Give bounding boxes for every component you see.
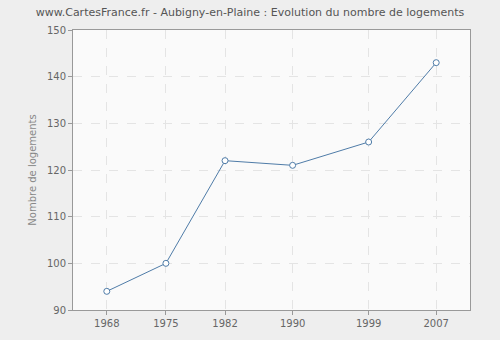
svg-text:150: 150 xyxy=(47,25,66,36)
svg-text:1982: 1982 xyxy=(212,318,237,329)
svg-text:1968: 1968 xyxy=(94,318,119,329)
svg-text:100: 100 xyxy=(47,258,66,269)
svg-text:www.CartesFrance.fr - Aubigny-: www.CartesFrance.fr - Aubigny-en-Plaine … xyxy=(36,6,465,19)
svg-text:120: 120 xyxy=(47,165,66,176)
svg-text:110: 110 xyxy=(47,211,66,222)
svg-text:130: 130 xyxy=(47,118,66,129)
svg-text:1975: 1975 xyxy=(153,318,178,329)
svg-text:1999: 1999 xyxy=(356,318,381,329)
svg-text:1990: 1990 xyxy=(280,318,305,329)
svg-text:90: 90 xyxy=(53,305,66,316)
svg-text:Nombre de logements: Nombre de logements xyxy=(27,114,38,225)
svg-text:2007: 2007 xyxy=(423,318,448,329)
svg-text:140: 140 xyxy=(47,71,66,82)
